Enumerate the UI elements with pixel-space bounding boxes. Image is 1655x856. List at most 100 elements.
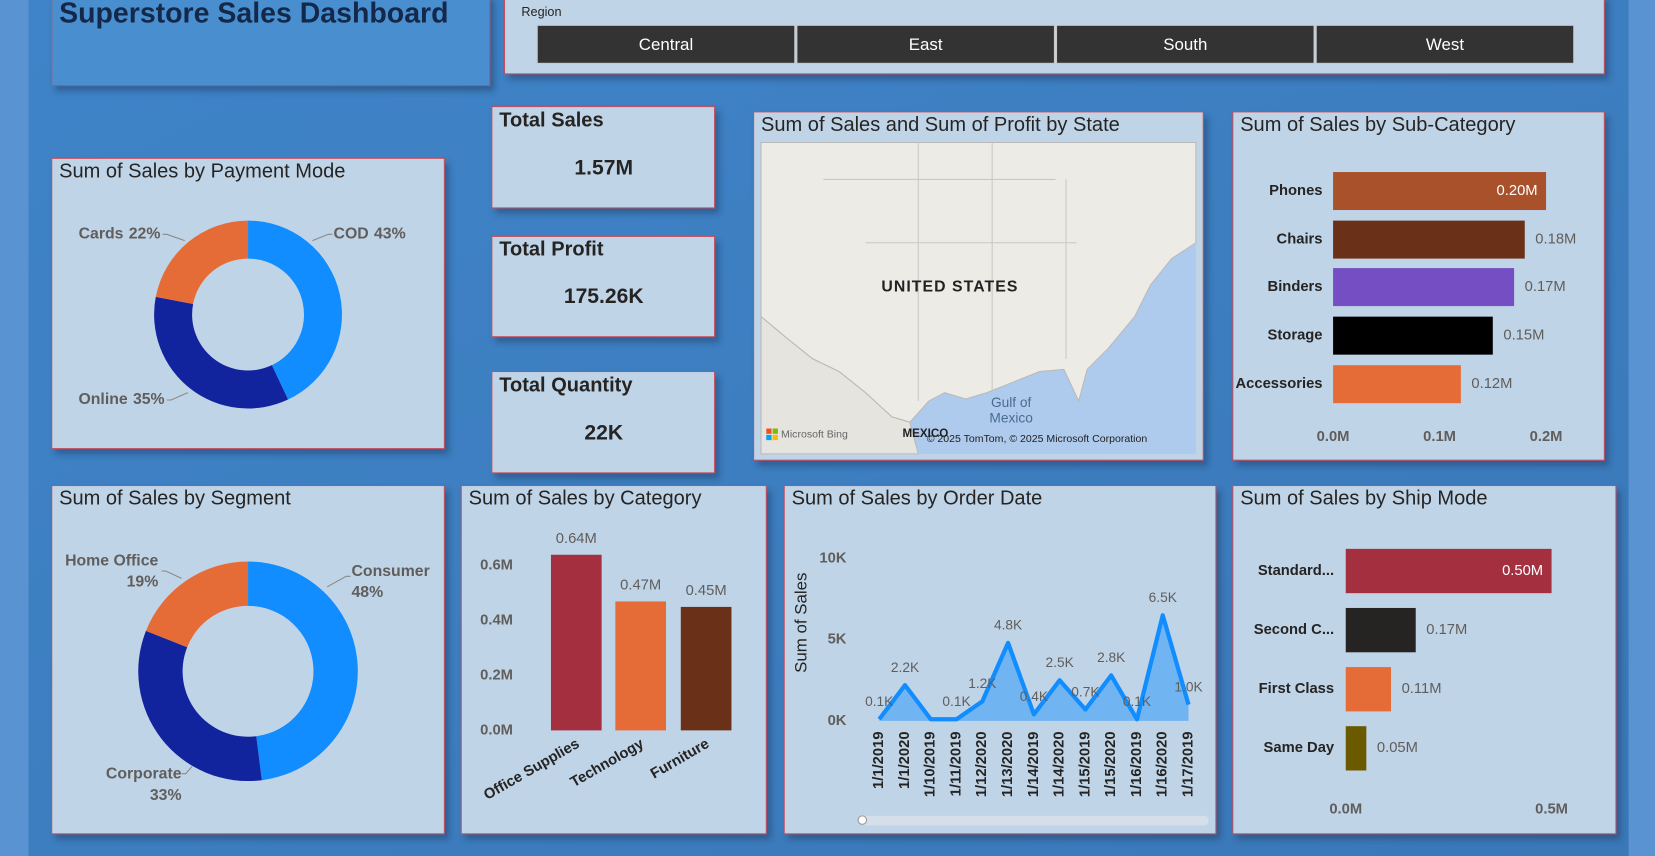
bar [1333,220,1525,259]
y-axis-title: Sum of Sales [792,573,811,673]
bar [1333,316,1493,355]
data-label: 0.50M [1502,563,1543,579]
kpi-value: 1.57M [574,156,633,179]
bar [1345,726,1367,771]
slicer-button[interactable] [1056,24,1315,64]
logo-square [772,428,778,434]
logo-square [766,434,772,441]
map-label: Mexico [989,411,1033,426]
kpi-value: 22K [584,421,623,444]
panel-title: Sum of Sales by Segment [59,488,291,510]
value-label: 43% [374,226,406,243]
kpi-cards: Total Sales 1.57M Total Profit 175.26K T… [491,106,716,474]
map-label: Gulf of [991,395,1032,410]
y-tick-label: 0K [828,713,847,729]
donut-slice [138,630,262,782]
x-tick-label: 0.0M [1329,801,1362,817]
data-label: 0.17M [1426,622,1467,638]
category-label: Corporate [106,766,182,783]
leader-line [326,575,351,588]
value-label: 35% [133,391,165,408]
donut-slice [248,220,342,400]
kpi-card [491,106,716,209]
y-tick-label: Second C... [1254,622,1334,638]
panel-title: Sum of Sales by Order Date [792,488,1043,510]
x-tick-label: 1/15/2020 [1103,731,1119,797]
donut-slice [155,220,249,305]
slicer-option[interactable]: Central [639,35,693,54]
y-tick-label: Storage [1268,328,1323,344]
x-tick-label: 1/13/2020 [1000,731,1016,797]
scroll-handle[interactable] [857,815,868,825]
data-label: 2.5K [1046,655,1074,670]
data-label: 0.18M [1535,232,1576,248]
category-label: COD [334,226,369,243]
panel-title: Sum of Sales and Sum of Profit by State [761,114,1120,136]
data-label: 6.5K [1149,590,1177,605]
bar [1333,172,1547,211]
scrollbar[interactable] [860,815,1209,826]
slicer-button[interactable] [1315,24,1575,64]
slicer-option[interactable]: East [909,35,943,54]
slicer-option[interactable]: South [1163,35,1207,54]
data-label: Online 35% [78,391,164,408]
x-tick-label: 1/10/2019 [923,731,939,797]
kpi-title: Total Sales [499,110,603,132]
bar [550,554,602,731]
kpi-card [491,235,716,338]
bar [1345,548,1552,594]
panel-title: Sum of Sales by Category [469,488,702,510]
x-tick-label: 1/17/2019 [1180,731,1196,797]
data-label: 0.15M [1503,328,1544,344]
slicer-option[interactable]: West [1426,35,1464,54]
data-label: 1.2K [968,676,996,691]
area [879,615,1189,721]
bar [1333,365,1461,404]
charts: Sum of Sales by Payment Mode COD 43% Online… [51,111,1617,835]
bar [615,601,667,731]
line [877,613,1191,722]
data-label: 0.11M [1402,681,1442,697]
data-label: Home Office 19% [65,553,158,591]
bar [680,606,732,731]
slicer-button[interactable] [796,24,1055,64]
data-label: 0.1K [942,694,970,709]
y-tick-label: 0.6M [480,558,513,574]
y-tick-label: Binders [1268,279,1323,295]
donut-slice [154,296,289,409]
x-tick-label: 1/1/2019 [871,731,887,788]
y-tick-label: Standard... [1258,563,1334,579]
kpi-title: Total Profit [499,238,604,260]
category-label: Cards [79,226,124,243]
bar [1345,607,1416,653]
map-label: UNITED STATES [881,278,1018,295]
bar [1345,667,1392,712]
map-land [760,315,919,455]
data-label: 4.8K [994,618,1022,633]
data-label: 0.12M [1471,376,1512,392]
category-label: Consumer [351,563,429,580]
value-label: 22% [129,226,161,243]
data-label: 0.20M [1497,183,1538,199]
y-tick-label: Accessories [1236,376,1323,392]
slicer-label: Region [521,5,561,19]
value-label: 33% [150,787,182,804]
data-label: 0.47M [620,577,661,593]
slicer-button[interactable] [536,24,796,64]
panel-title: Sum of Sales by Sub-Category [1240,114,1515,136]
data-label: 2.2K [891,660,919,675]
x-tick-label: 1/14/2019 [1026,731,1042,797]
leader-line [181,765,193,775]
x-tick-label: 1/1/2020 [897,731,913,788]
title-box [51,0,491,87]
dashboard-title: Superstore Sales Dashboard [59,0,448,29]
map-border [823,142,1077,402]
map-label: MEXICO [902,427,948,440]
y-tick-label: Same Day [1264,740,1335,756]
category-label: Online [78,391,127,408]
y-tick-label: 0.4M [480,613,513,629]
x-tick-label: 0.1M [1423,429,1456,445]
slicer: Central East South West [536,24,1575,64]
